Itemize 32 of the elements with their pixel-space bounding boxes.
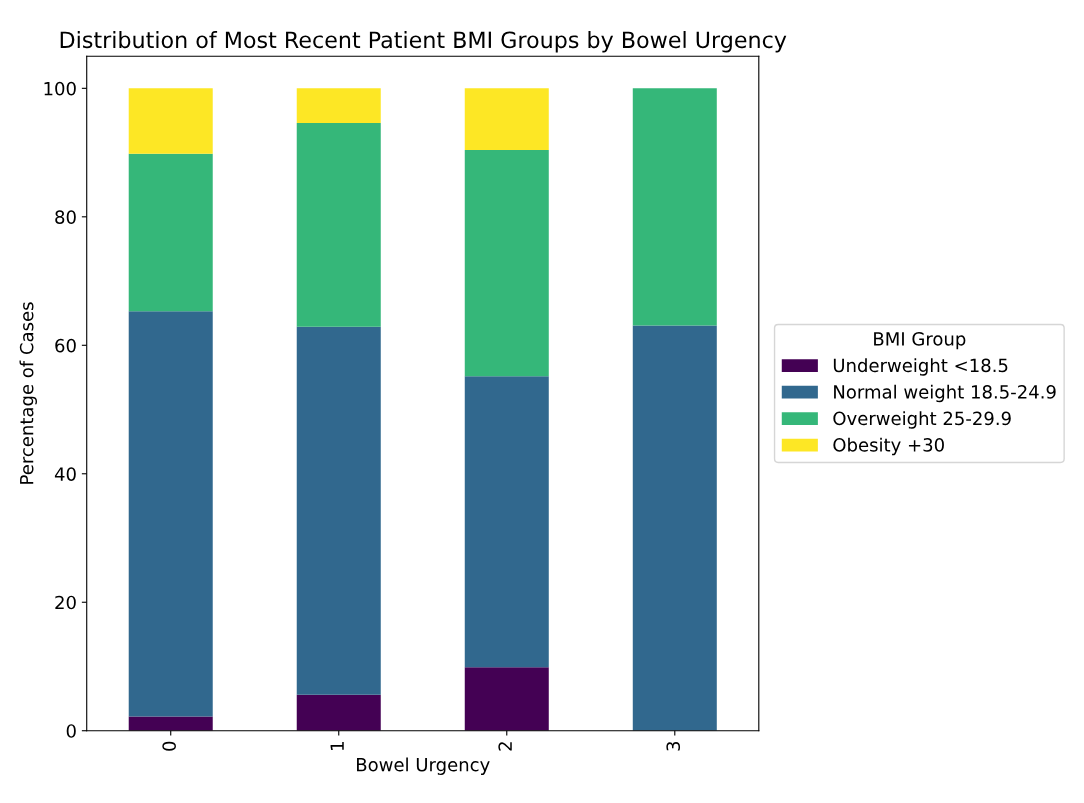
legend-label: Underweight <18.5: [833, 358, 1008, 376]
x-axis-title: Bowel Urgency: [357, 757, 490, 775]
legend-label: Normal weight 18.5-24.9: [834, 384, 1056, 403]
bar: [296, 694, 381, 731]
bar: [128, 88, 213, 154]
bar: [464, 667, 549, 731]
x-tick-label: 1: [330, 742, 344, 750]
y-tick-label: 80: [55, 210, 76, 224]
bar: [464, 88, 549, 150]
y-tick-label: 0: [66, 724, 76, 738]
y-axis-title: Percentage of Cases: [19, 302, 37, 484]
x-tick-label: 2: [498, 742, 512, 751]
x-tick-label: 0: [162, 741, 176, 751]
bar: [128, 153, 213, 312]
legend-label: Obesity +30: [833, 437, 944, 456]
legend-title: BMI Group: [874, 332, 966, 350]
y-tick-label: 20: [55, 595, 76, 610]
bar: [128, 716, 213, 731]
bar: [128, 311, 213, 717]
y-tick-label: 100: [44, 81, 76, 96]
bar: [296, 88, 381, 124]
y-tick-label: 60: [55, 338, 76, 353]
legend-label: Overweight 25-29.9: [833, 411, 1011, 429]
bar: [464, 376, 549, 668]
bar: [296, 326, 381, 695]
bar: [296, 123, 381, 327]
x-tick-label: 3: [666, 741, 681, 751]
chart-title: Distribution of Most Recent Patient BMI Groups by Bowel Urgency: [60, 30, 787, 53]
y-tick-label: 40: [54, 467, 76, 481]
bar: [632, 88, 717, 326]
bar: [464, 150, 549, 377]
bar: [632, 325, 717, 731]
